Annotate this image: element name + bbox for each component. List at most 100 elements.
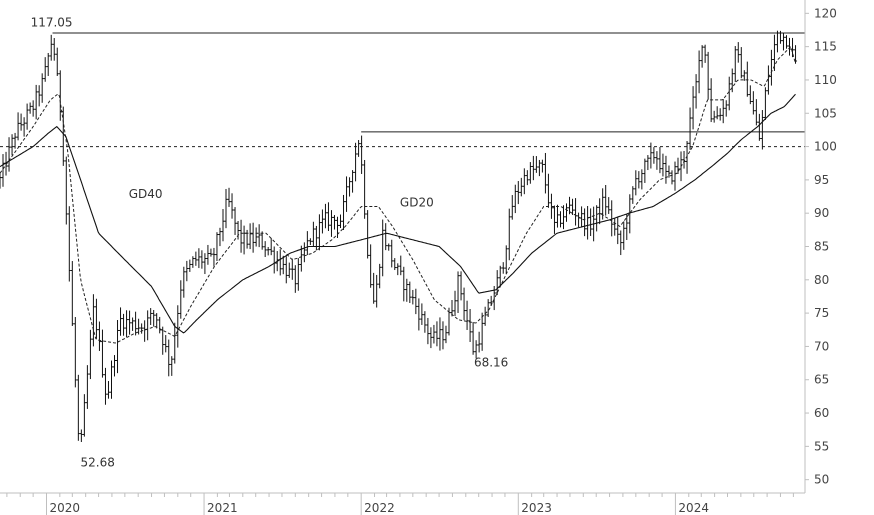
ohlc-bar — [453, 290, 457, 317]
ohlc-bar — [495, 270, 499, 296]
ohlc-bar — [721, 99, 725, 124]
ohlc-bar — [402, 266, 406, 302]
ohlc-bar — [257, 224, 261, 248]
y-tick-label: 80 — [814, 273, 829, 287]
ohlc-bar — [221, 209, 225, 242]
ohlc-bar — [736, 42, 740, 63]
y-tick-label: 85 — [814, 240, 829, 254]
ohlc-bar — [751, 91, 755, 115]
ohlc-bar — [558, 211, 562, 228]
ohlc-bar — [664, 155, 668, 184]
ohlc-bar — [384, 223, 388, 251]
annotation-label: 52.68 — [81, 455, 115, 469]
ohlc-bar — [396, 263, 400, 276]
ohlc-bar — [188, 259, 192, 272]
ohlc-bar — [254, 227, 258, 247]
ohlc-bar — [106, 381, 110, 399]
ohlc-bar — [375, 274, 379, 308]
ohlc-bar — [149, 308, 153, 326]
ohlc-bar — [19, 113, 23, 131]
ohlc-bar — [372, 272, 376, 304]
ohlc-bar — [760, 110, 764, 150]
ohlc-bar — [655, 151, 659, 170]
ohlc-bar — [471, 321, 475, 355]
ohlc-bar — [757, 113, 761, 141]
ohlc-bar — [109, 360, 113, 399]
ohlc-bar — [64, 156, 68, 225]
y-tick-label: 70 — [814, 339, 829, 353]
ohlc-bar — [342, 194, 346, 230]
ohlc-bar — [369, 244, 373, 288]
ohlc-bar — [546, 173, 550, 208]
ohlc-bar — [634, 170, 638, 196]
ohlc-bar — [568, 196, 572, 215]
y-tick-label: 55 — [814, 439, 829, 453]
ohlc-bar — [209, 248, 213, 257]
ohlc-bar — [305, 231, 309, 256]
ohlc-bar — [788, 37, 792, 56]
ohlc-bar — [763, 87, 767, 120]
x-tick-label: 2023 — [521, 501, 552, 515]
ohlc-bar — [393, 258, 397, 271]
ohlc-bar — [619, 230, 623, 256]
ohlc-bar — [91, 294, 95, 347]
ohlc-bar — [775, 30, 779, 53]
ohlc-bar — [727, 76, 731, 111]
ohlc-bar — [1, 154, 5, 187]
ohlc-bar — [595, 205, 599, 232]
ohlc-bar — [185, 260, 189, 282]
ohlc-bar — [88, 329, 92, 380]
ohlc-bar — [733, 46, 737, 83]
ohlc-bar — [269, 238, 273, 256]
ohlc-bar — [661, 153, 665, 177]
ohlc-bar — [113, 355, 117, 377]
ohlc-bar — [176, 305, 180, 348]
ohlc-bar — [152, 310, 156, 327]
ohlc-bar — [387, 243, 391, 251]
ohlc-bar — [607, 197, 611, 214]
horizontal-levels — [0, 32, 805, 148]
y-tick-label: 75 — [814, 306, 829, 320]
ohlc-bar — [501, 262, 505, 274]
ohlc-bar — [85, 365, 89, 409]
ohlc-bar — [691, 86, 695, 130]
ohlc-bar — [429, 327, 433, 349]
ohlc-bar — [685, 141, 689, 174]
ohlc-bar — [281, 255, 285, 275]
ohlc-bar — [628, 194, 632, 234]
ohlc-bar — [724, 100, 728, 117]
ohlc-bar — [769, 49, 773, 86]
ohlc-bar — [332, 215, 336, 230]
ohlc-bar — [224, 188, 228, 229]
ohlc-bar — [534, 156, 538, 173]
ohlc-bar — [399, 255, 403, 276]
ohlc-bar — [326, 202, 330, 232]
ohlc-bar — [354, 142, 358, 182]
y-tick-label: 95 — [814, 173, 829, 187]
y-tick-label: 50 — [814, 473, 829, 487]
x-tick-label: 2024 — [678, 501, 709, 515]
ohlc-bar — [477, 331, 481, 353]
ohlc-bar — [236, 220, 240, 240]
ohlc-bar — [498, 265, 502, 287]
y-tick-label: 120 — [814, 6, 837, 20]
ohlc-bar — [363, 159, 367, 219]
ohlc-bar — [670, 170, 674, 185]
x-tick-label: 2022 — [364, 501, 395, 515]
ohlc-bar — [462, 287, 466, 321]
ohlc-bar — [510, 195, 514, 220]
ohlc-bar — [381, 219, 385, 277]
ohlc-bar — [667, 165, 671, 178]
ohlc-bar — [239, 219, 243, 253]
annotation-label: GD40 — [129, 187, 163, 201]
ohlc-bar — [49, 34, 53, 61]
ohlc-bar — [694, 74, 698, 109]
ohlc-bar — [417, 298, 421, 331]
ohlc-bar — [34, 84, 38, 120]
ohlc-bar — [293, 265, 297, 293]
ohlc-bar — [311, 221, 315, 247]
ohlc-bar — [7, 137, 11, 172]
ohlc-bar — [251, 222, 255, 253]
